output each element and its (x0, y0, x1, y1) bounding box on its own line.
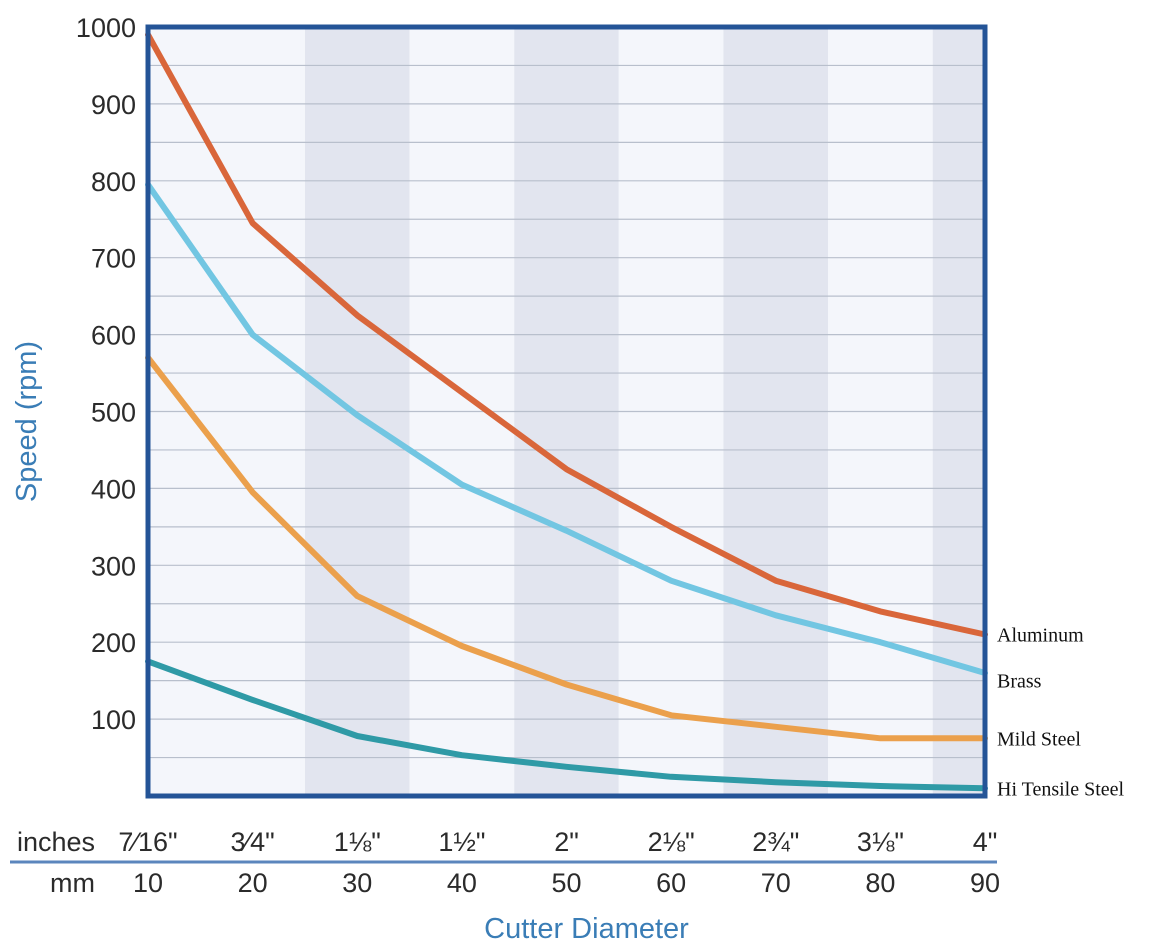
series-label-mild-steel: Mild Steel (997, 728, 1081, 750)
y-tick-label: 400 (91, 474, 136, 504)
y-tick-labels: 100 200 300 400 500 600 700 800 900 1000 (76, 13, 136, 735)
x-tick-label: 1½" (438, 827, 485, 857)
series-label-aluminum: Aluminum (997, 625, 1084, 647)
y-tick-label: 800 (91, 167, 136, 197)
x-tick-label: 20 (238, 868, 268, 898)
y-axis-title: Speed (rpm) (11, 341, 43, 502)
x-tick-label: 2¾" (752, 827, 799, 857)
x-tick-label: 50 (551, 868, 581, 898)
series-line-hi-tensile-steel (145, 658, 988, 792)
y-tick-label: 700 (91, 244, 136, 274)
x-axis-title: Cutter Diameter (484, 913, 689, 945)
y-tick-label: 600 (91, 321, 136, 351)
x-tick-label: 10 (133, 868, 163, 898)
x-tick-label: 40 (447, 868, 477, 898)
y-tick-label: 100 (91, 705, 136, 735)
x-tick-label: 90 (970, 868, 1000, 898)
series-label-brass: Brass (997, 671, 1042, 693)
y-tick-label: 300 (91, 551, 136, 581)
plot-frame (145, 24, 988, 799)
x-tick-label: 30 (342, 868, 372, 898)
series-line-brass (145, 181, 988, 676)
x-tick-rows: inches 7⁄16" 3⁄4" 1⅛" 1½" 2" 2⅛" 2¾" 3⅛" 4" mm 10 20… (17, 827, 1000, 898)
x-tick-label: 1⅛" (334, 827, 381, 857)
y-tick-label: 1000 (76, 13, 136, 43)
x-tick-label: 3⅛" (857, 827, 904, 857)
series-line-aluminum (145, 31, 988, 638)
series-labels: Aluminum Brass Mild Steel Hi Tensile Steel (997, 625, 1125, 801)
y-tick-label: 900 (91, 90, 136, 120)
x-tick-label: 70 (761, 868, 791, 898)
x-tick-label: 80 (865, 868, 895, 898)
x-tick-label: 60 (656, 868, 686, 898)
x-tick-label: 7⁄16" (118, 827, 177, 857)
x-row-label: inches (17, 827, 95, 857)
y-tick-label: 500 (91, 398, 136, 428)
x-tick-label: 2⅛" (648, 827, 695, 857)
series-label-hi-tensile-steel: Hi Tensile Steel (997, 778, 1125, 800)
x-tick-label: 2" (554, 827, 579, 857)
series-line-mild-steel (145, 354, 988, 742)
x-tick-label: 4" (973, 827, 998, 857)
x-tick-label: 3⁄4" (231, 827, 275, 857)
series-lines (145, 31, 988, 792)
x-row-label: mm (50, 868, 95, 898)
y-tick-label: 200 (91, 628, 136, 658)
